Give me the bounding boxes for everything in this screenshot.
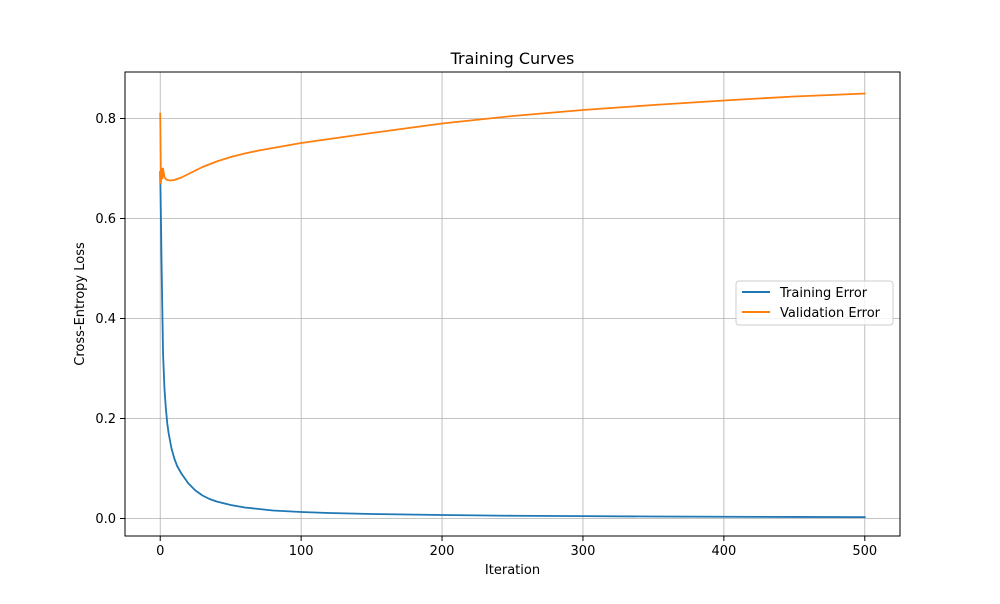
y-tick-label: 0.0 <box>95 512 116 527</box>
y-tick-label: 0.8 <box>95 112 116 127</box>
legend-label-training-error: Training Error <box>779 286 868 301</box>
x-tick-label: 300 <box>571 544 596 559</box>
axis-ticks: 0 100 200 300 400 500 0.0 0.2 0.4 0.6 0.8 <box>95 112 877 559</box>
series-lines <box>159 92 866 519</box>
y-tick-label: 0.6 <box>95 212 116 227</box>
series-line-validation-error <box>159 92 866 185</box>
x-tick-label: 400 <box>711 544 736 559</box>
x-tick-label: 0 <box>156 544 164 559</box>
y-axis-label: Cross-Entropy Loss <box>73 242 88 366</box>
x-tick-label: 500 <box>852 544 877 559</box>
y-tick-label: 0.4 <box>95 312 116 327</box>
x-tick-label: 100 <box>289 544 314 559</box>
y-tick-label: 0.2 <box>95 412 116 427</box>
legend-box <box>735 280 894 326</box>
series-line-training-error <box>159 171 866 519</box>
plot-frame <box>124 71 901 537</box>
x-tick-label: 200 <box>430 544 455 559</box>
legend-label-validation-error: Validation Error <box>780 306 881 321</box>
legend: Training Error Validation Error <box>735 280 894 326</box>
x-axis-label: Iteration <box>485 563 540 578</box>
chart-title: Training Curves <box>450 49 575 68</box>
